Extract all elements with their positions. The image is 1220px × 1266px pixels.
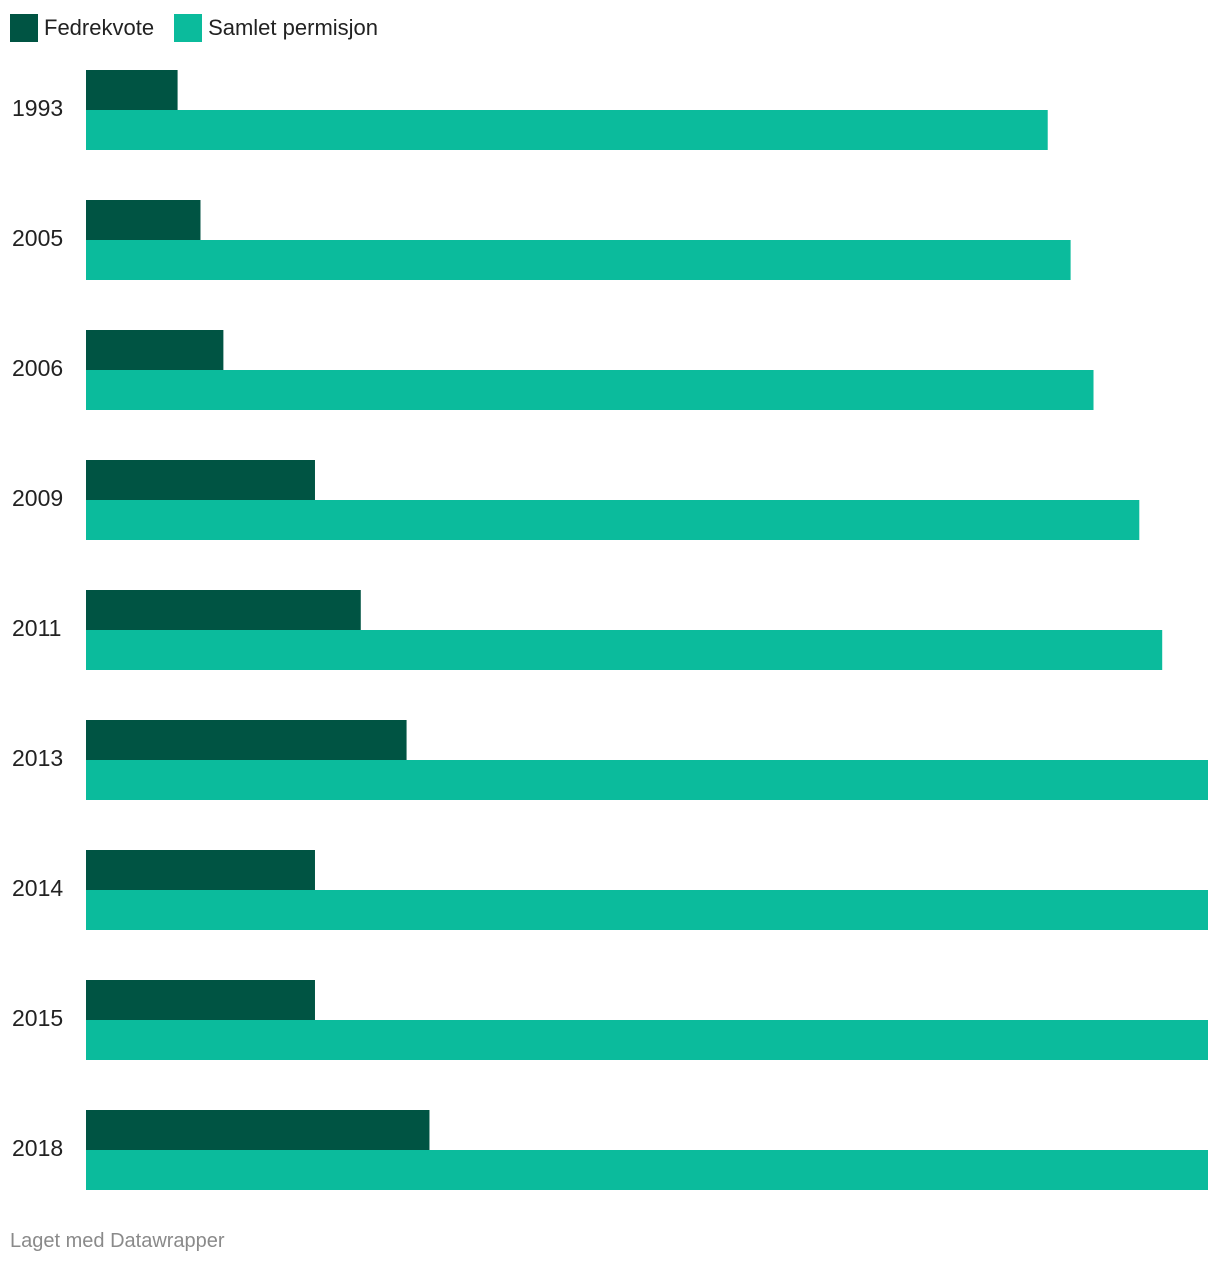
category-label-2018: 2018 — [12, 1135, 63, 1161]
legend-item-samlet-permisjon: Samlet permisjon — [174, 14, 378, 42]
bar-samlet-permisjon-2013 — [86, 760, 1208, 800]
legend-label-samlet-permisjon: Samlet permisjon — [208, 15, 379, 40]
bar-fedrekvote-2015 — [86, 980, 315, 1020]
bar-fedrekvote-2018 — [86, 1110, 430, 1150]
category-label-2014: 2014 — [12, 875, 63, 901]
bar-fedrekvote-1993 — [86, 70, 178, 110]
datawrapper-credit: Laget med Datawrapper — [10, 1230, 225, 1252]
category-label-2006: 2006 — [12, 355, 63, 381]
bar-samlet-permisjon-2005 — [86, 240, 1071, 280]
bar-fedrekvote-2014 — [86, 850, 315, 890]
category-label-2009: 2009 — [12, 485, 63, 511]
bar-chart: 1993 2005 2006 2009 2011 2013 2014 2015 2018 — [12, 70, 1208, 1190]
legend-swatch-fedrekvote — [10, 14, 38, 42]
legend-label-fedrekvote: Fedrekvote — [44, 15, 155, 40]
bar-samlet-permisjon-2015 — [86, 1020, 1208, 1060]
bar-fedrekvote-2011 — [86, 590, 361, 630]
category-label-2005: 2005 — [12, 225, 63, 251]
legend: Fedrekvote Samlet permisjon — [10, 14, 398, 42]
bar-fedrekvote-2006 — [86, 330, 224, 370]
category-label-1993: 1993 — [12, 95, 63, 121]
bar-fedrekvote-2013 — [86, 720, 407, 760]
bar-fedrekvote-2005 — [86, 200, 201, 240]
bar-samlet-permisjon-2011 — [86, 630, 1163, 670]
bar-samlet-permisjon-2014 — [86, 890, 1208, 930]
bar-samlet-permisjon-1993 — [86, 110, 1048, 150]
bar-samlet-permisjon-2006 — [86, 370, 1094, 410]
category-label-2015: 2015 — [12, 1005, 63, 1031]
category-label-2011: 2011 — [12, 615, 61, 641]
category-label-2013: 2013 — [12, 745, 63, 771]
bar-samlet-permisjon-2018 — [86, 1150, 1208, 1190]
legend-item-fedrekvote: Fedrekvote — [10, 14, 154, 42]
legend-swatch-samlet-permisjon — [174, 14, 203, 42]
bar-fedrekvote-2009 — [86, 460, 315, 500]
bar-samlet-permisjon-2009 — [86, 500, 1140, 540]
